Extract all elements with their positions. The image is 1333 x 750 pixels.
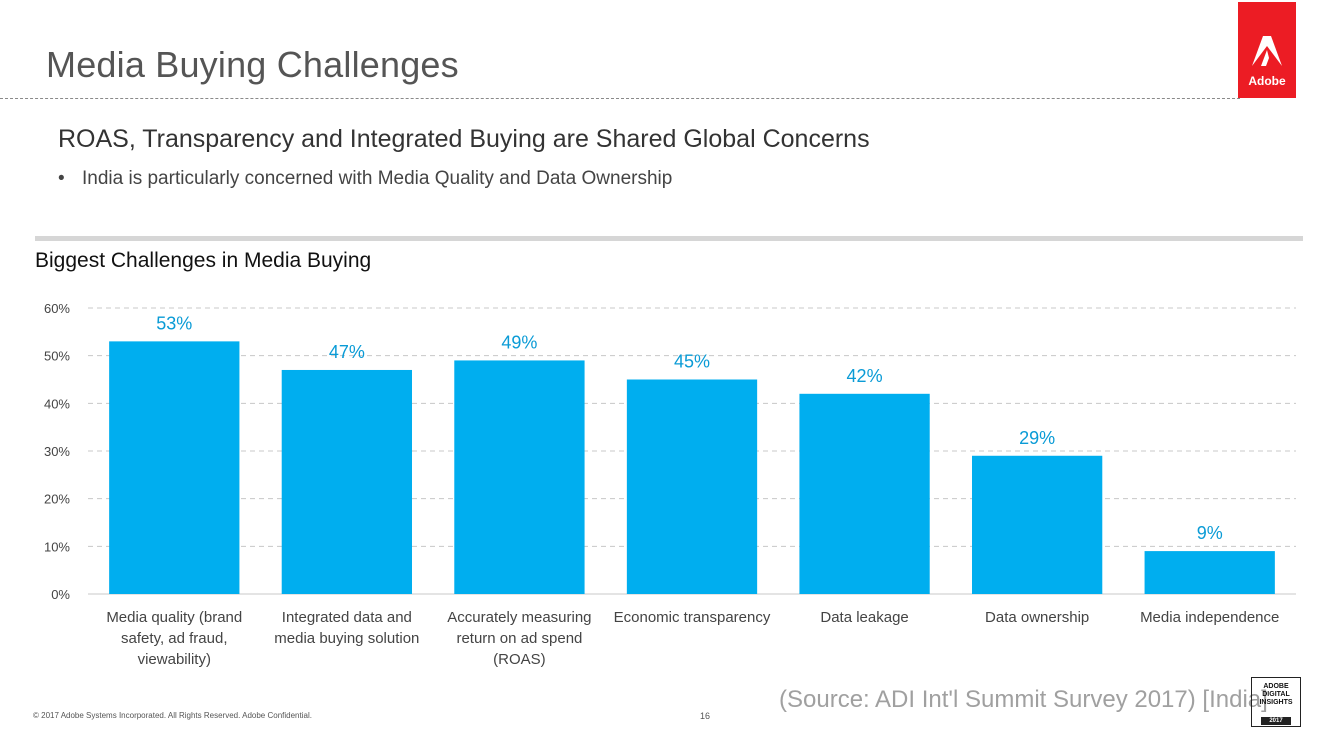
y-tick-label: 50%	[44, 349, 70, 364]
chart-title: Biggest Challenges in Media Buying	[35, 249, 372, 272]
y-tick-label: 60%	[44, 301, 70, 316]
source-citation: (Source: ADI Int'l Summit Survey 2017) […	[779, 686, 1268, 713]
x-tick-label: Integrated data and	[282, 609, 412, 626]
x-tick-label: Data leakage	[820, 609, 908, 626]
bullet-text: India is particularly concerned with Med…	[82, 168, 673, 189]
data-label: 47%	[329, 342, 365, 362]
bar	[454, 360, 585, 594]
x-tick-label: return on ad spend	[456, 630, 582, 647]
x-tick-label: Data ownership	[985, 609, 1089, 626]
bar-chart: 0% 10% 20% 30% 40% 50% 60% 53% Media quality (br…	[44, 301, 1296, 668]
x-tick-label: viewability)	[138, 651, 211, 668]
badge-line: ADOBE	[1263, 683, 1289, 690]
section-divider	[35, 236, 1303, 241]
x-tick-label: safety, ad fraud,	[121, 630, 227, 647]
bar	[799, 393, 930, 594]
data-label: 42%	[847, 366, 883, 386]
bar	[109, 341, 240, 594]
slide-subtitle: ROAS, Transparency and Integrated Buying…	[58, 125, 870, 153]
adobe-logo: Adobe	[1238, 2, 1296, 98]
data-label: 29%	[1019, 428, 1055, 448]
bar	[281, 369, 413, 594]
bullet-point: • India is particularly concerned with Me…	[58, 168, 672, 190]
data-label: 9%	[1197, 523, 1223, 543]
bar	[626, 379, 758, 594]
x-tick-label: Media quality (brand	[106, 609, 242, 626]
x-tick-label: Economic transparency	[614, 609, 771, 626]
y-tick-label: 40%	[44, 396, 70, 411]
x-tick-label: media buying solution	[274, 630, 419, 647]
y-tick-label: 20%	[44, 492, 70, 507]
copyright-notice: © 2017 Adobe Systems Incorporated. All R…	[33, 711, 312, 720]
badge-year: 2017	[1261, 717, 1291, 725]
y-tick-label: 10%	[44, 539, 70, 554]
bar	[971, 455, 1103, 594]
adobe-digital-insights-badge: ADOBE DIGITAL INSIGHTS 2017	[1251, 677, 1301, 727]
adobe-logo-icon	[1238, 36, 1296, 71]
title-divider	[0, 98, 1240, 99]
badge-line: DIGITAL	[1262, 691, 1290, 698]
bar	[1144, 551, 1275, 594]
x-tick-label: Accurately measuring	[447, 609, 591, 626]
data-label: 49%	[501, 332, 537, 352]
y-tick-label: 30%	[44, 444, 70, 459]
y-tick-label: 0%	[51, 587, 70, 602]
x-tick-label: Media independence	[1140, 609, 1279, 626]
slide-title: Media Buying Challenges	[46, 44, 459, 85]
x-tick-label: (ROAS)	[493, 651, 546, 668]
data-label: 45%	[674, 352, 710, 372]
data-label: 53%	[156, 313, 192, 333]
adobe-logo-word: Adobe	[1248, 74, 1286, 88]
bullet-symbol: •	[58, 168, 65, 189]
badge-line: INSIGHTS	[1259, 699, 1293, 706]
page-number: 16	[700, 711, 711, 721]
